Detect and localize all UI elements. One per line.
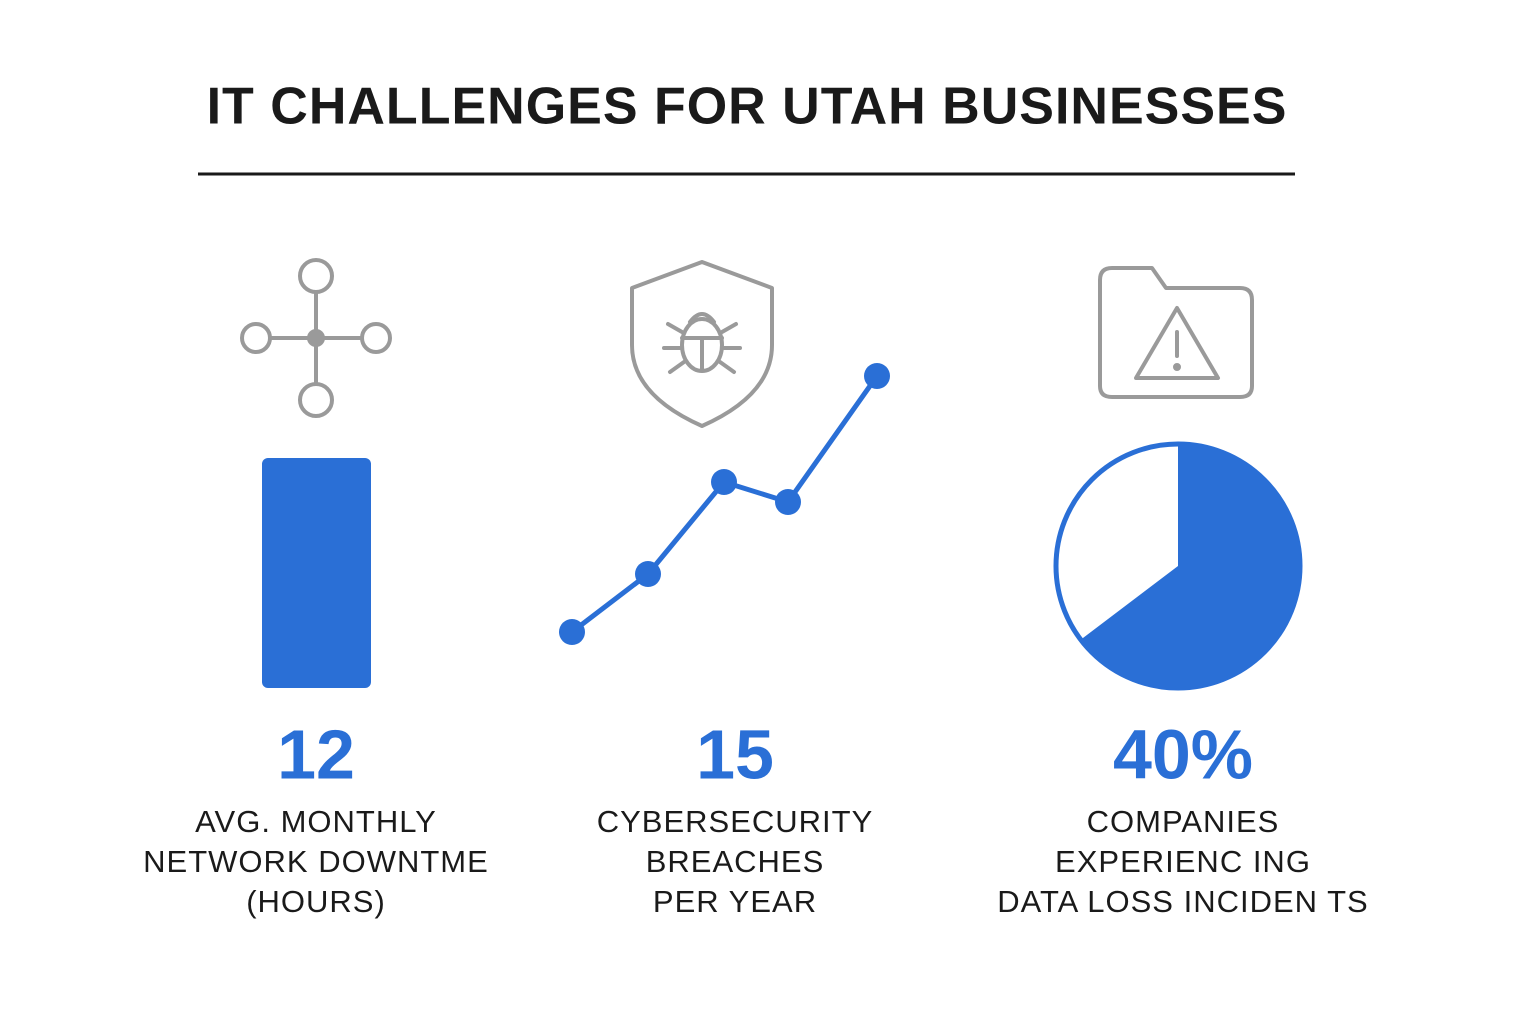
folder-icon xyxy=(1098,266,1254,399)
stat-value: 15 xyxy=(696,715,774,793)
stat-label: COMPANIES xyxy=(1087,804,1280,839)
stat-label: BREACHES xyxy=(646,844,825,879)
title: IT CHALLENGES FOR UTAH BUSINESSES xyxy=(207,78,1288,136)
stat-label: PER YEAR xyxy=(653,884,817,919)
bar-graphic xyxy=(262,458,371,688)
shield-icon xyxy=(630,260,774,428)
pie-graphic xyxy=(1053,441,1303,691)
network-icon xyxy=(240,258,392,418)
stat-value: 40% xyxy=(1113,715,1253,793)
stat-label: EXPERIENC ING xyxy=(1055,844,1311,879)
stat-label: DATA LOSS INCIDEN TS xyxy=(997,884,1368,919)
stat-label: AVG. MONTHLY xyxy=(195,804,437,839)
stat-label: (HOURS) xyxy=(246,884,386,919)
stat-value: 12 xyxy=(277,715,355,793)
line-graphic xyxy=(559,363,890,645)
stat-label: NETWORK DOWNTME xyxy=(143,844,489,879)
stat-label: CYBERSECURITY xyxy=(597,804,874,839)
